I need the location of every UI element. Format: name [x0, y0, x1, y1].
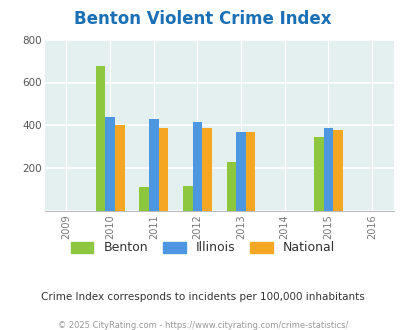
Bar — [202, 128, 211, 211]
Bar — [192, 121, 202, 211]
Bar — [313, 137, 323, 211]
Bar — [245, 132, 255, 211]
Bar — [333, 130, 342, 211]
Bar — [183, 186, 192, 211]
Bar — [115, 125, 124, 211]
Bar — [139, 186, 149, 211]
Text: Crime Index corresponds to incidents per 100,000 inhabitants: Crime Index corresponds to incidents per… — [41, 292, 364, 302]
Text: Benton Violent Crime Index: Benton Violent Crime Index — [74, 10, 331, 28]
Bar — [236, 132, 245, 211]
Bar — [323, 128, 333, 211]
Bar — [149, 119, 158, 211]
Text: © 2025 CityRating.com - https://www.cityrating.com/crime-statistics/: © 2025 CityRating.com - https://www.city… — [58, 321, 347, 330]
Bar — [158, 128, 168, 211]
Bar — [105, 117, 115, 211]
Bar — [96, 66, 105, 211]
Legend: Benton, Illinois, National: Benton, Illinois, National — [66, 236, 339, 259]
Bar — [226, 162, 236, 211]
